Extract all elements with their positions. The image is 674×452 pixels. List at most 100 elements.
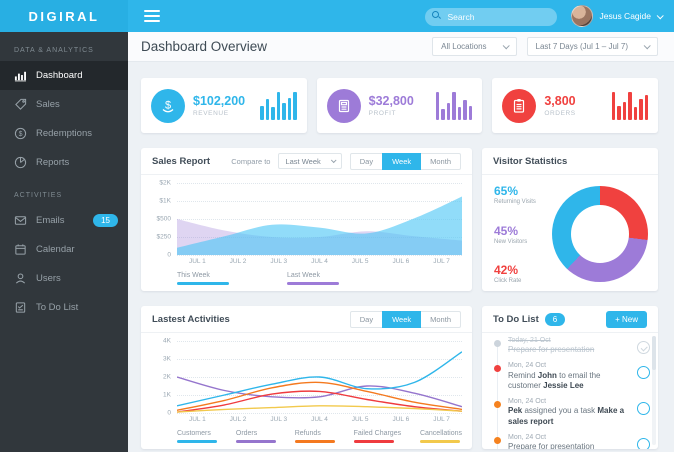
kpi-label: ORDERS: [544, 110, 576, 117]
check-circle-icon[interactable]: [637, 402, 650, 416]
sidebar-item-todo-list[interactable]: To Do List: [0, 293, 128, 322]
sidebar-item-label: Reports: [36, 157, 70, 168]
x-axis-label: JUL 3: [270, 258, 288, 265]
compare-to-value: Last Week: [285, 156, 321, 166]
todo-item[interactable]: Mon, 24 Oct Remind John to email the cus…: [482, 358, 658, 394]
month-button[interactable]: Month: [420, 310, 461, 328]
visitor-statistics-title: Visitor Statistics: [493, 155, 568, 167]
stat-label: New Visitors: [494, 238, 528, 245]
sidebar-item-calendar[interactable]: Calendar: [0, 235, 128, 264]
x-axis-label: JUL 5: [351, 258, 369, 265]
gridline: [177, 395, 462, 396]
legend-item: This Week: [177, 272, 229, 285]
sidebar-item-label: Sales: [36, 99, 60, 110]
gridline: [177, 413, 462, 414]
visitor-statistics-panel: Visitor Statistics 65% Returning Visits …: [482, 148, 658, 291]
activities-line-chart: 4K 3K 2K 1K 0: [145, 338, 462, 417]
kpi-card-revenue: $ $102,200 REVENUE: [141, 78, 307, 133]
check-circle-icon[interactable]: [637, 366, 650, 380]
series-orders: [177, 377, 462, 407]
location-filter-dropdown[interactable]: All Locations: [432, 37, 517, 56]
week-button[interactable]: Week: [382, 310, 422, 328]
todo-date: Mon, 24 Oct: [508, 398, 547, 406]
stat-value: 65%: [494, 184, 519, 198]
month-button[interactable]: Month: [420, 152, 461, 170]
kpi-card-orders: 3,800 ORDERS: [492, 78, 658, 133]
new-task-button[interactable]: + New: [606, 310, 647, 328]
stat-returning-visits: 65% Returning Visits: [494, 184, 536, 205]
todo-text: Pek assigned you a task Make a sales rep…: [508, 406, 625, 426]
day-button[interactable]: Day: [349, 152, 384, 170]
week-button[interactable]: Week: [382, 152, 422, 170]
chevron-down-icon: [643, 42, 651, 50]
tag-icon: [15, 98, 27, 110]
gridline: [177, 255, 462, 256]
todo-text: Remind John to email the customer Jessie…: [508, 370, 601, 390]
gridline: [177, 359, 462, 360]
legend-item: Refunds: [294, 430, 335, 443]
stat-label: Returning Visits: [494, 199, 536, 205]
top-bar: DIGIRAL Jesus Cagide: [0, 0, 674, 32]
sales-area-chart: $2K $1K $500 $250 0: [145, 180, 462, 259]
date-range-dropdown[interactable]: Last 7 Days (Jul 1 – Jul 7): [526, 37, 658, 56]
sidebar-item-label: Dashboard: [36, 70, 83, 81]
compare-to-dropdown[interactable]: Last Week: [278, 153, 342, 169]
sidebar-section-activities: ACTIVITIES: [14, 192, 63, 199]
series-failed-charges: [177, 391, 462, 412]
sidebar-item-redemptions[interactable]: $ Redemptions: [0, 119, 128, 148]
legend-item: Customers: [177, 430, 217, 443]
sidebar-item-reports[interactable]: Reports: [0, 148, 128, 177]
x-axis-label: JUL 2: [229, 258, 247, 265]
money-dollar-icon: $: [151, 88, 185, 123]
sidebar-item-emails[interactable]: Emails 15: [0, 206, 128, 235]
logo-area[interactable]: DIGIRAL: [0, 0, 128, 32]
app-logo: DIGIRAL: [28, 8, 100, 24]
todo-count-badge: 6: [544, 312, 566, 326]
timeline-dot: [494, 340, 501, 347]
sidebar-item-users[interactable]: Users: [0, 264, 128, 293]
search-input[interactable]: [425, 8, 558, 26]
kpi-value: $102,200: [193, 94, 246, 108]
sales-period-toggle: Day Week Month: [349, 152, 461, 170]
sales-legend: This Week Last Week: [177, 272, 462, 285]
chevron-down-icon: [330, 157, 337, 164]
legend-item: Failed Charges: [353, 430, 401, 443]
x-axis-label: JUL 2: [229, 416, 247, 423]
todo-text: Prepare for presentation: [508, 345, 595, 355]
x-axis-label: JUL 7: [433, 258, 450, 265]
todo-list: Today, 21 Oct Prepare for presentation M…: [482, 333, 658, 449]
page-title: Dashboard Overview: [141, 39, 268, 54]
day-button[interactable]: Day: [349, 310, 384, 328]
kpi-label: PROFIT: [368, 110, 397, 117]
stat-click-rate: 42% Click Rate: [494, 263, 536, 284]
kpi-value: 3,800: [544, 94, 576, 108]
x-axis-label: JUL 4: [311, 258, 328, 265]
user-menu[interactable]: Jesus Cagide: [571, 5, 664, 27]
todo-date: Today, 21 Oct: [508, 337, 551, 344]
sidebar-item-dashboard[interactable]: Dashboard: [0, 61, 128, 90]
chevron-down-icon: [502, 42, 510, 50]
visitor-donut-chart: [552, 186, 648, 282]
x-axis-label: JUL 6: [392, 416, 410, 423]
check-circle-icon[interactable]: [637, 341, 650, 354]
kpi-value: $32,800: [368, 94, 414, 108]
y-axis-label: 3K: [163, 355, 171, 363]
sidebar-item-label: To Do List: [36, 302, 79, 313]
scrollbar[interactable]: [652, 336, 656, 445]
todo-item[interactable]: Mon, 24 Oct Pek assigned you a task Make…: [482, 394, 658, 430]
menu-toggle-icon[interactable]: [144, 10, 160, 22]
sidebar-item-sales[interactable]: Sales: [0, 90, 128, 119]
y-axis-label: 1K: [163, 391, 171, 399]
user-name: Jesus Cagide: [599, 11, 651, 21]
todo-list-panel: To Do List 6 + New Today, 21 Oct Prepare…: [482, 306, 658, 449]
kpi-row: $ $102,200 REVENUE $32,800 PROFIT: [141, 78, 658, 133]
check-circle-icon[interactable]: [637, 438, 650, 449]
clipboard-icon: [502, 88, 537, 123]
user-icon: [15, 273, 26, 284]
series-customers: [177, 352, 462, 406]
todo-item[interactable]: Today, 21 Oct Prepare for presentation: [482, 333, 658, 358]
series-this-week: [177, 196, 462, 255]
todo-item[interactable]: Mon, 24 Oct Prepare for presentation: [482, 430, 658, 449]
x-axis-label: JUL 1: [188, 258, 206, 265]
stat-label: Click Rate: [494, 278, 522, 284]
